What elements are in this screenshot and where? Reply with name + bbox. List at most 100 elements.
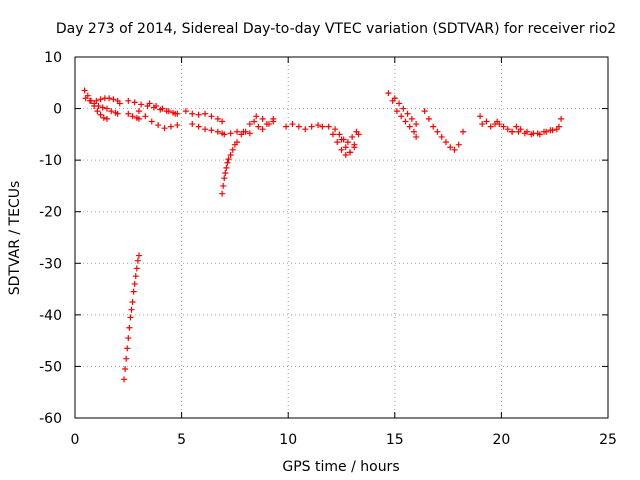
y-tick-label: 10 <box>44 50 62 66</box>
data-point <box>336 131 343 138</box>
data-point <box>132 273 139 280</box>
data-point <box>355 131 362 138</box>
series-track-2 <box>121 252 142 383</box>
data-point <box>189 121 196 128</box>
y-tick-label: -50 <box>39 359 62 375</box>
data-point <box>219 190 226 197</box>
data-point <box>455 141 462 148</box>
data-point <box>81 87 88 94</box>
x-tick-label: 0 <box>71 432 80 448</box>
data-point <box>402 118 409 125</box>
data-point <box>410 128 417 135</box>
data-point <box>126 324 133 331</box>
data-point <box>208 113 215 120</box>
data-point <box>125 110 132 117</box>
series-track-10 <box>421 108 467 153</box>
data-point <box>342 151 349 158</box>
data-point <box>172 110 179 117</box>
data-point <box>338 146 345 153</box>
data-point <box>128 306 135 313</box>
series-track-6a <box>238 115 277 138</box>
data-point <box>329 131 336 138</box>
data-point <box>138 101 145 108</box>
data-point <box>214 115 221 122</box>
data-point <box>500 123 507 130</box>
data-point <box>130 288 137 295</box>
series-track-4a <box>182 108 226 125</box>
plot-frame <box>74 56 609 419</box>
data-point <box>259 126 266 133</box>
data-point <box>124 345 131 352</box>
data-point <box>547 127 554 134</box>
data-point <box>408 115 415 122</box>
data-point <box>302 126 309 133</box>
data-point <box>229 146 236 153</box>
axis-ticks <box>74 56 609 419</box>
data-point <box>283 123 290 130</box>
data-point <box>161 125 168 132</box>
data-point <box>400 105 407 112</box>
y-tick-label: -40 <box>39 308 62 324</box>
x-axis-label: GPS time / hours <box>282 459 399 475</box>
x-tick-label: 25 <box>599 432 617 448</box>
data-point <box>227 130 234 137</box>
data-point <box>165 108 172 115</box>
data-point <box>225 156 232 163</box>
data-point <box>255 123 262 130</box>
data-point <box>135 115 142 122</box>
data-point <box>227 151 234 158</box>
data-point <box>349 133 356 140</box>
series-track-8c <box>338 131 362 156</box>
series-track-1c <box>93 95 123 107</box>
data-point <box>483 118 490 125</box>
data-point <box>393 108 400 115</box>
data-point <box>125 335 132 342</box>
data-point <box>219 118 226 125</box>
data-point <box>259 115 266 122</box>
data-point <box>135 252 142 259</box>
data-point <box>131 99 138 106</box>
data-point <box>86 97 93 104</box>
grid-lines <box>75 57 608 418</box>
data-point <box>94 108 101 115</box>
data-point <box>122 366 129 373</box>
data-point <box>106 95 113 102</box>
data-point <box>148 118 155 125</box>
data-point <box>100 114 107 121</box>
series-track-5b <box>221 128 253 138</box>
data-point <box>224 159 231 166</box>
data-point <box>434 128 441 135</box>
series-track-3d <box>146 100 179 117</box>
data-point <box>223 164 230 171</box>
data-point <box>332 126 339 133</box>
data-point <box>528 131 535 138</box>
data-point <box>155 122 162 129</box>
data-point <box>487 123 494 130</box>
data-point <box>438 133 445 140</box>
data-point <box>97 111 104 118</box>
data-point <box>504 126 511 133</box>
data-point <box>182 108 189 115</box>
data-point <box>266 121 273 128</box>
data-point <box>351 141 358 148</box>
data-point <box>129 298 136 305</box>
data-point <box>521 130 528 137</box>
series-track-7 <box>283 121 326 133</box>
data-point <box>195 123 202 130</box>
data-point <box>97 96 104 103</box>
data-point <box>541 128 548 135</box>
x-tick-label: 20 <box>492 432 510 448</box>
series-track-1a <box>81 87 110 122</box>
series-track-9b <box>391 95 420 128</box>
data-point <box>385 90 392 97</box>
data-point <box>121 376 128 383</box>
y-tick-label: -20 <box>39 205 62 221</box>
data-point <box>82 95 89 102</box>
series-track-3c <box>135 108 181 132</box>
data-point <box>253 113 260 120</box>
data-point <box>238 131 245 138</box>
data-point <box>479 121 486 128</box>
data-point <box>95 102 102 109</box>
data-point <box>234 128 241 135</box>
data-point <box>208 127 215 134</box>
